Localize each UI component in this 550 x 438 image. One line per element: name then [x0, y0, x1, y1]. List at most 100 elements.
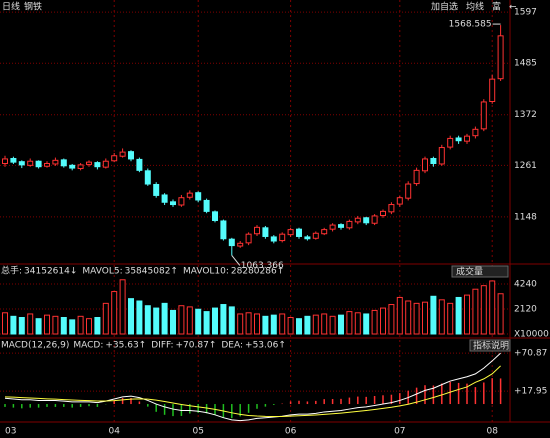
volume-bar	[18, 316, 25, 335]
candle-body	[354, 217, 361, 223]
period: 日线	[2, 1, 20, 13]
legend-name: MACD:	[73, 341, 103, 351]
candle-body	[228, 238, 235, 247]
candle-body	[447, 137, 454, 148]
volume-bar	[144, 305, 151, 335]
legend-value: 34152614↓	[24, 267, 77, 277]
candle-body	[329, 224, 336, 230]
y-tick-label: 1597	[514, 8, 537, 18]
volume-bar	[161, 302, 168, 335]
volume-bar	[153, 307, 160, 335]
candle-body	[262, 227, 269, 237]
volume-bar	[86, 318, 92, 335]
volume-bar	[346, 311, 353, 335]
legend-value: +70.87↑	[176, 341, 217, 351]
candle-body	[128, 151, 134, 160]
volume-bar	[380, 307, 386, 335]
candle-body	[52, 159, 59, 165]
volume-bar	[220, 304, 227, 335]
volume-bar	[136, 300, 143, 335]
volume-bar	[27, 313, 34, 335]
y-tick-label: 2120	[514, 305, 537, 315]
toolbar-button[interactable]: ←	[509, 3, 517, 13]
y-tick-label: 4240	[514, 280, 537, 290]
candle-body	[312, 232, 319, 239]
volume-bar	[69, 319, 76, 335]
legend-name: MAVOL5:	[82, 267, 122, 277]
candle-body	[10, 157, 17, 163]
candle-body	[153, 183, 160, 196]
volume-bar	[52, 315, 59, 335]
volume-bar	[430, 295, 437, 335]
volume-bar	[287, 316, 294, 335]
candle-body	[380, 210, 386, 216]
volume-bar	[94, 316, 101, 335]
volume-bar	[60, 316, 67, 335]
candle-body	[86, 161, 92, 165]
toolbar-button[interactable]: 加自选	[431, 1, 458, 13]
volume-bar	[111, 291, 118, 335]
volume-bar	[270, 314, 277, 335]
volume-bar	[228, 306, 235, 335]
legend-value: 35845082↑	[125, 267, 178, 277]
candle-body	[245, 233, 252, 244]
volume-bar	[447, 302, 454, 335]
candle-body	[371, 215, 378, 224]
y-tick-label: 1261	[514, 161, 537, 171]
volume-bar	[77, 315, 84, 335]
volume-bar	[396, 296, 403, 335]
candle-body	[144, 170, 151, 185]
candle-body	[77, 164, 84, 170]
indicator-help-label[interactable]: 指标说明	[473, 340, 509, 352]
volume-bar	[186, 306, 193, 335]
stock-name: 钢铁	[24, 1, 42, 13]
y-tick-label: X10000	[514, 330, 549, 340]
volume-bar	[405, 300, 412, 335]
candle-body	[405, 183, 412, 199]
y-tick-label: 1372	[514, 110, 537, 120]
annotation-line	[231, 255, 241, 266]
x-tick-label: 07	[394, 427, 405, 437]
indicator-select-label[interactable]: 成交量	[456, 266, 483, 278]
volume-bar	[312, 314, 319, 335]
candle-body	[203, 199, 210, 212]
candle-body	[111, 155, 118, 162]
legend-name: MAVOL10:	[183, 267, 229, 277]
candle-body	[363, 217, 370, 224]
volume-bar	[329, 315, 336, 335]
candle-body	[119, 151, 126, 157]
volume-bar	[212, 307, 218, 335]
volume-bar	[455, 296, 462, 335]
macd-line	[4, 365, 501, 418]
candle-body	[27, 160, 34, 166]
candle-body	[438, 147, 445, 165]
legend-name: DIFF:	[151, 341, 173, 351]
y-tick-label: +17.95	[514, 387, 547, 397]
toolbar-button[interactable]: 均线	[466, 1, 484, 13]
candle-body	[161, 194, 168, 203]
volume-bar	[170, 309, 176, 335]
candle-body	[464, 135, 470, 142]
legend-value: 28280286↑	[231, 267, 284, 277]
volume-bar	[354, 312, 361, 335]
candle-body	[2, 158, 8, 165]
indicator-select[interactable]	[451, 265, 509, 278]
panel-frames	[0, 0, 550, 423]
volume-bar	[195, 308, 202, 335]
volume-bar	[497, 293, 504, 335]
candle-body	[430, 157, 437, 165]
volume-bar	[296, 318, 302, 335]
indicator-help[interactable]	[469, 339, 511, 352]
candle-body	[270, 236, 277, 242]
toolbar-button[interactable]: 富	[492, 1, 501, 13]
volume-bar	[203, 311, 210, 335]
candle-body	[35, 160, 42, 168]
candle-body	[195, 192, 202, 201]
volume-bar	[438, 299, 445, 335]
candle-body	[422, 158, 428, 172]
candle-body	[296, 228, 302, 237]
legend-value: +53.06↑	[245, 341, 286, 351]
volume-bar	[388, 304, 395, 335]
legend-name: 总手:	[1, 265, 22, 277]
